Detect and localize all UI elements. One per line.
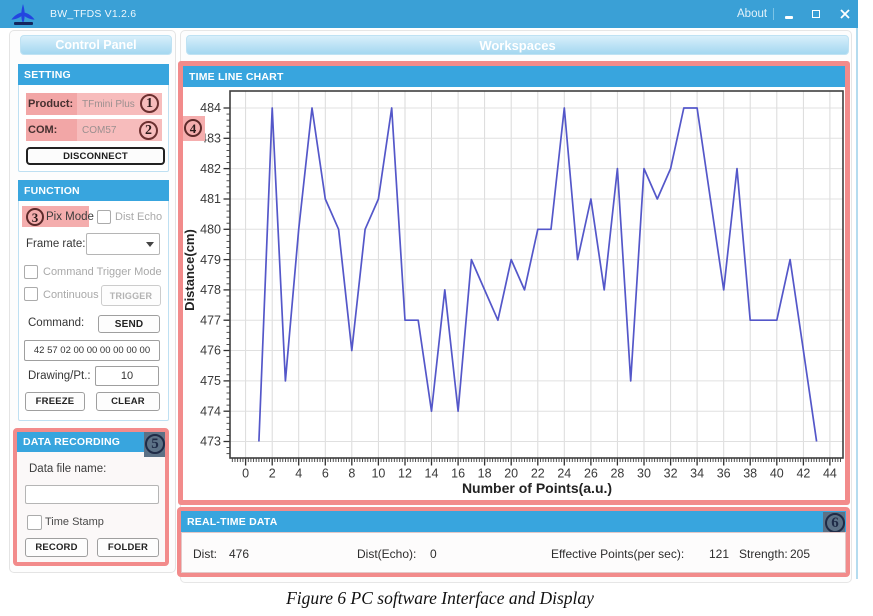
svg-text:473: 473 [200, 435, 221, 449]
svg-text:20: 20 [504, 467, 518, 481]
svg-text:38: 38 [743, 467, 757, 481]
svg-text:32: 32 [664, 467, 678, 481]
svg-text:476: 476 [200, 344, 221, 358]
svg-text:480: 480 [200, 223, 221, 237]
svg-text:8: 8 [348, 467, 355, 481]
svg-text:40: 40 [770, 467, 784, 481]
svg-text:22: 22 [531, 467, 545, 481]
svg-text:481: 481 [200, 192, 221, 206]
svg-text:0: 0 [242, 467, 249, 481]
svg-text:475: 475 [200, 374, 221, 388]
svg-text:4: 4 [295, 467, 302, 481]
svg-text:478: 478 [200, 283, 221, 297]
svg-text:16: 16 [451, 467, 465, 481]
svg-text:482: 482 [200, 162, 221, 176]
svg-text:484: 484 [200, 101, 221, 115]
svg-text:10: 10 [371, 467, 385, 481]
svg-text:474: 474 [200, 404, 221, 418]
svg-text:26: 26 [584, 467, 598, 481]
svg-text:479: 479 [200, 253, 221, 267]
svg-text:477: 477 [200, 313, 221, 327]
svg-text:Number of Points(a.u.): Number of Points(a.u.) [462, 480, 612, 496]
svg-text:6: 6 [322, 467, 329, 481]
svg-text:44: 44 [823, 467, 837, 481]
svg-text:34: 34 [690, 467, 704, 481]
svg-text:28: 28 [610, 467, 624, 481]
svg-text:30: 30 [637, 467, 651, 481]
svg-text:36: 36 [717, 467, 731, 481]
svg-text:14: 14 [425, 467, 439, 481]
svg-text:Distance(cm): Distance(cm) [183, 229, 197, 311]
svg-text:483: 483 [200, 132, 221, 146]
svg-text:2: 2 [269, 467, 276, 481]
svg-text:18: 18 [478, 467, 492, 481]
svg-text:42: 42 [796, 467, 810, 481]
svg-text:24: 24 [557, 467, 571, 481]
svg-text:12: 12 [398, 467, 412, 481]
